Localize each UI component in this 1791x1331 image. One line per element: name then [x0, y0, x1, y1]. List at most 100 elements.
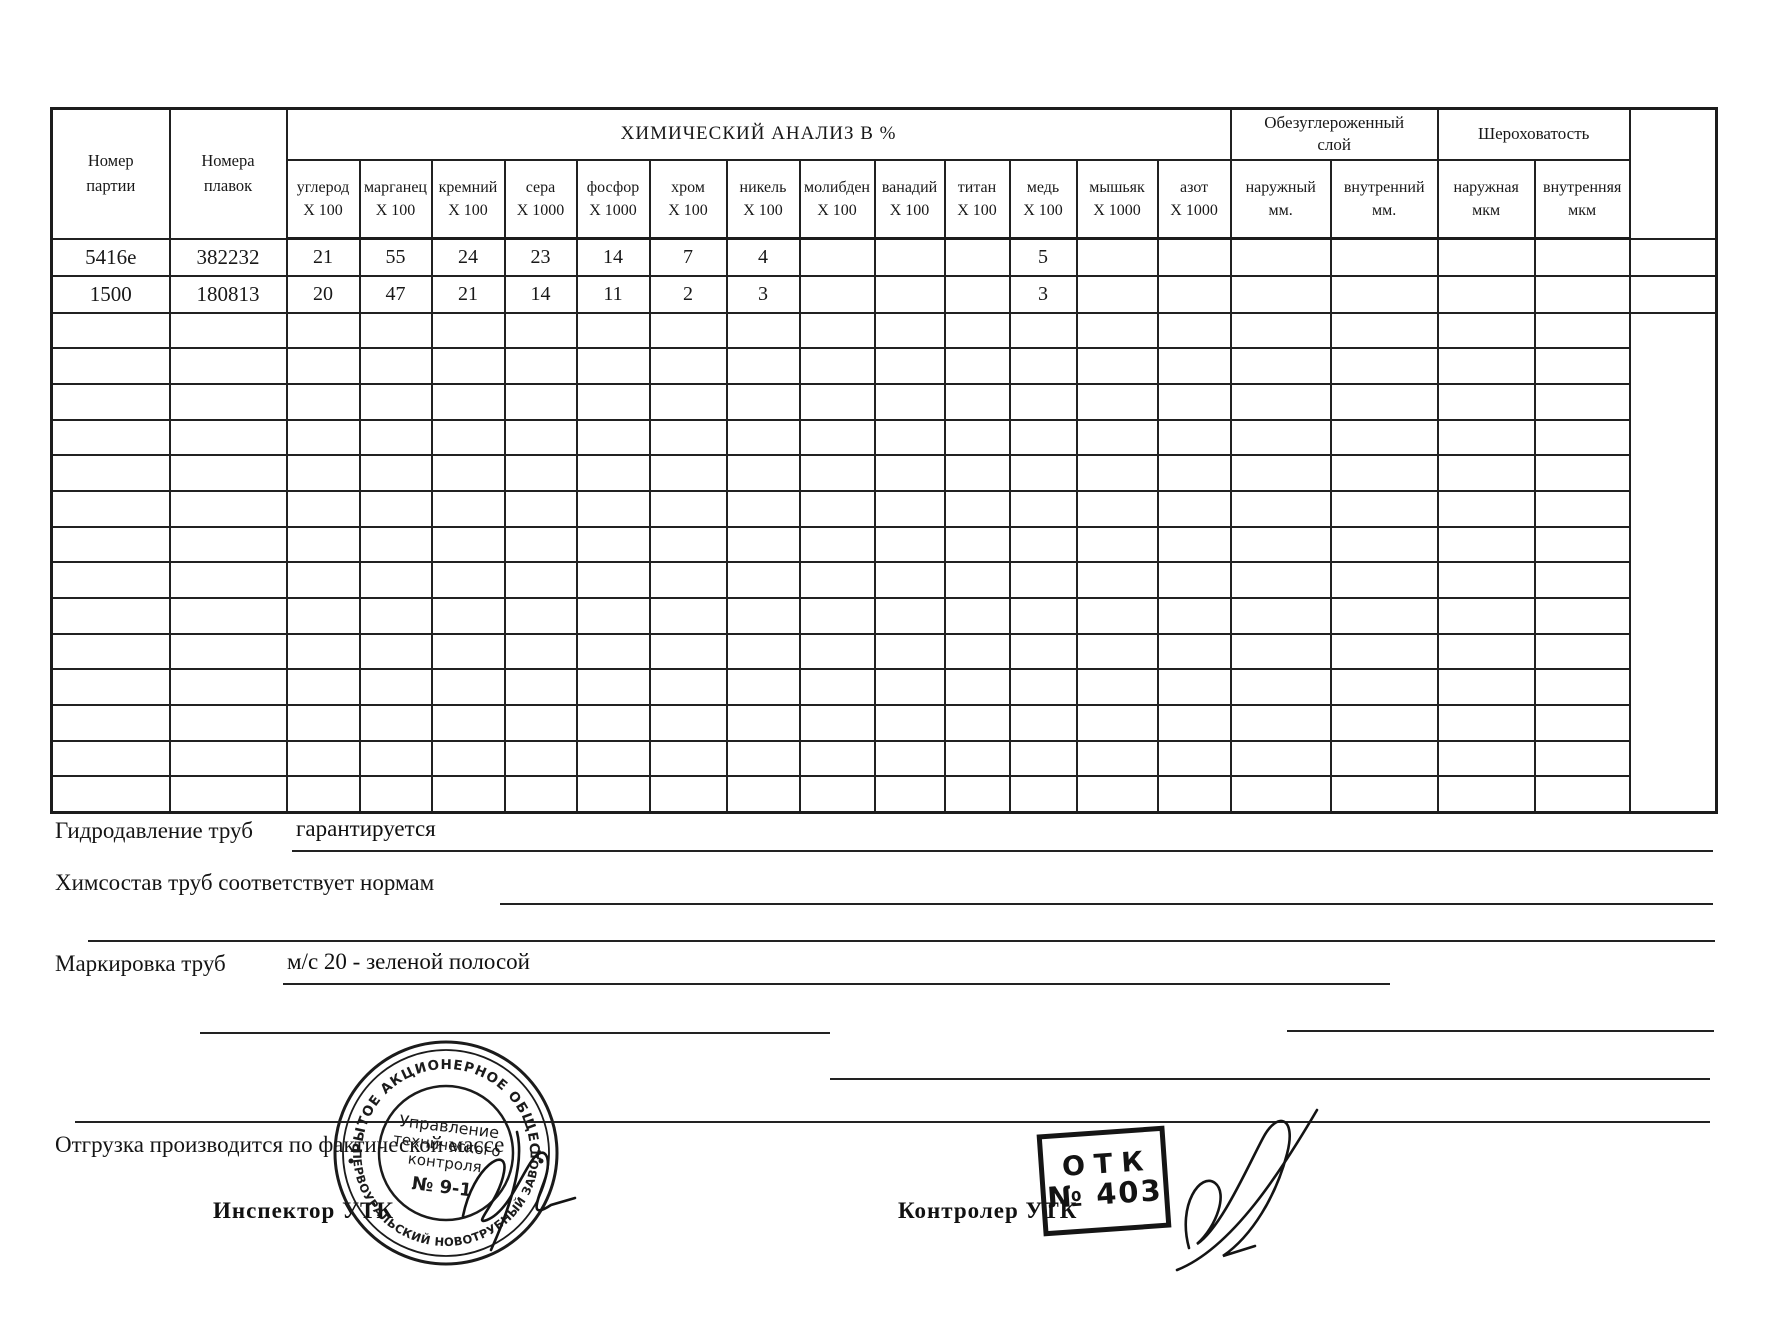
cell-empty: [168, 454, 288, 492]
cell-empty: [503, 668, 578, 707]
cell-empty: [430, 704, 506, 742]
cell-empty: [1075, 418, 1159, 457]
cell-empty: [1436, 668, 1536, 707]
cell-empty: [575, 489, 651, 528]
cell-empty: [503, 704, 578, 742]
cell-empty: [50, 597, 171, 635]
cell-empty: [1229, 489, 1332, 528]
cell-empty: [648, 489, 728, 528]
cell-empty: [358, 454, 433, 492]
ruled-line-right-short: [1287, 1030, 1714, 1032]
cell-empty: [1008, 632, 1078, 671]
cell-empty: [725, 597, 801, 635]
cell-empty: [1229, 561, 1332, 599]
cell-empty: [648, 704, 728, 742]
cell-empty: [50, 739, 171, 778]
cell-empty: [575, 347, 651, 385]
cell-value-1: 47: [358, 274, 433, 314]
cell-empty: [285, 525, 361, 564]
cell-end-span: [1628, 311, 1718, 814]
cell-empty: [725, 311, 801, 350]
cell-empty: [1329, 454, 1439, 492]
cell-empty: [358, 632, 433, 671]
cell-empty: [1229, 704, 1332, 742]
cell-empty: [725, 454, 801, 492]
table-row: [50, 668, 1717, 707]
cell-empty: [285, 418, 361, 457]
cell-empty: [1436, 382, 1536, 421]
cell-empty: [50, 668, 171, 707]
cell-value-7: [798, 237, 876, 277]
cell-empty: [285, 775, 361, 814]
header-chem-element-1: марганец X 100: [358, 158, 433, 240]
stamp-inner-ring: [377, 1084, 515, 1222]
cell-empty: [430, 525, 506, 564]
header-chem-element-7: молибден X 100: [798, 158, 876, 240]
cell-empty: [575, 561, 651, 599]
cell-value-5: 7: [648, 237, 728, 277]
cell-empty: [1329, 418, 1439, 457]
cell-empty: [1075, 311, 1159, 350]
cell-value-11: [1075, 237, 1159, 277]
table-row: [50, 739, 1717, 778]
cell-empty: [1329, 489, 1439, 528]
cell-empty: [648, 668, 728, 707]
table-row: [50, 597, 1717, 635]
cell-empty: [725, 525, 801, 564]
header-end-column: [1628, 107, 1718, 240]
cell-empty: [1156, 704, 1232, 742]
cell-empty: [725, 347, 801, 385]
header-rough-0: наружная мкм: [1436, 158, 1536, 240]
cell-empty: [1436, 775, 1536, 814]
cell-empty: [1008, 347, 1078, 385]
otk-stamp-number: № 403: [1046, 1173, 1164, 1216]
cell-empty: [873, 347, 946, 385]
header-chem-element-10: медь X 100: [1008, 158, 1078, 240]
cell-empty: [430, 561, 506, 599]
cell-value-11: [1075, 274, 1159, 314]
table-row: [50, 525, 1717, 564]
cell-value-14: [1329, 237, 1439, 277]
cell-empty: [1156, 347, 1232, 385]
cell-empty: [358, 489, 433, 528]
cell-empty: [168, 739, 288, 778]
cell-empty: [430, 489, 506, 528]
cell-empty: [168, 311, 288, 350]
cell-empty: [1229, 668, 1332, 707]
cell-empty: [1436, 597, 1536, 635]
header-chem-element-4: фосфор X 1000: [575, 158, 651, 240]
cell-empty: [285, 454, 361, 492]
cell-empty: [1436, 489, 1536, 528]
cell-empty: [943, 739, 1011, 778]
ruled-line-hydro: [292, 850, 1713, 852]
cell-empty: [1156, 775, 1232, 814]
cell-empty: [1533, 525, 1631, 564]
cell-empty: [798, 347, 876, 385]
cell-empty: [168, 704, 288, 742]
cell-empty: [503, 454, 578, 492]
cell-empty: [798, 561, 876, 599]
cell-value-9: [943, 274, 1011, 314]
cell-empty: [943, 525, 1011, 564]
analysis-table: Номер партии Номера плавок ХИМИЧЕСКИЙ АНАЛ…: [50, 107, 1719, 814]
cell-end: [1628, 274, 1718, 314]
header-chem-element-9: титан X 100: [943, 158, 1011, 240]
table-row: [50, 632, 1717, 671]
cell-empty: [725, 668, 801, 707]
header-rough-1: внутренняя мкм: [1533, 158, 1631, 240]
cell-empty: [1229, 418, 1332, 457]
cell-empty: [873, 525, 946, 564]
header-decarb-1: внутренний мм.: [1329, 158, 1439, 240]
cell-empty: [503, 739, 578, 778]
cell-value-10: 3: [1008, 274, 1078, 314]
cell-empty: [943, 454, 1011, 492]
cell-value-14: [1329, 274, 1439, 314]
cell-empty: [168, 525, 288, 564]
cell-empty: [798, 489, 876, 528]
cell-empty: [798, 668, 876, 707]
cell-empty: [798, 704, 876, 742]
cell-empty: [1533, 597, 1631, 635]
cell-empty: [1075, 489, 1159, 528]
ruled-line-left-short: [200, 1032, 830, 1034]
